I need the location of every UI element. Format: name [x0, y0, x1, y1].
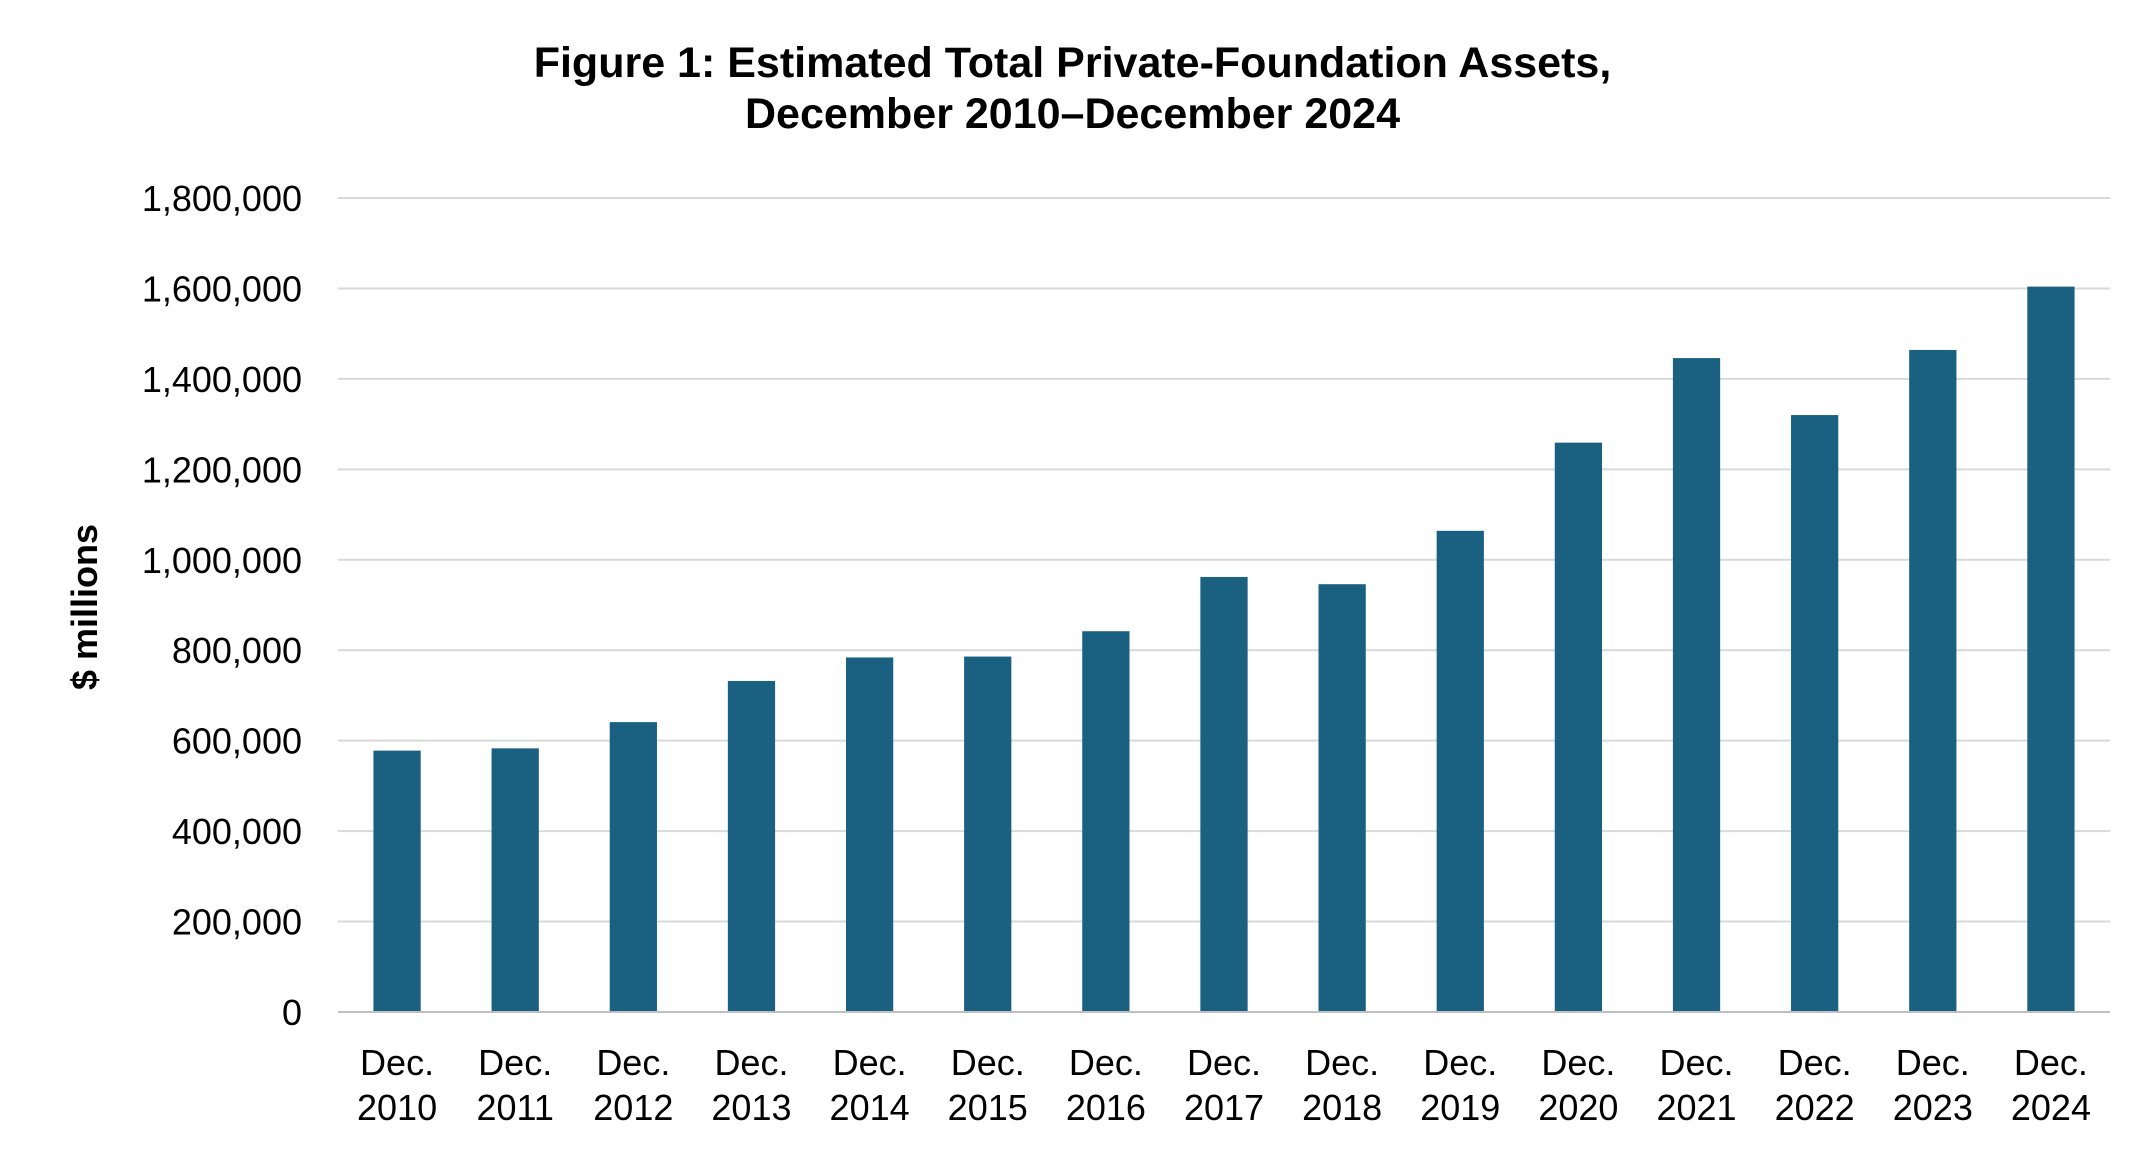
x-tick-label: Dec. 2016 [1066, 1042, 1146, 1128]
x-tick-label-line: Dec. [1187, 1042, 1261, 1083]
x-tick-label-line: 2022 [1775, 1087, 1855, 1128]
x-tick-label-line: Dec. [1896, 1042, 1970, 1083]
x-tick-label-line: Dec. [596, 1042, 670, 1083]
x-tick-label-line: Dec. [1778, 1042, 1852, 1083]
y-axis-label: $ millions [64, 524, 105, 690]
chart-title-line-1: Figure 1: Estimated Total Private-Founda… [533, 39, 1612, 87]
x-tick-label-line: 2017 [1184, 1087, 1264, 1128]
y-tick-label: 1,400,000 [142, 359, 302, 400]
bar [1318, 584, 1366, 1012]
x-tick-label-line: Dec. [714, 1042, 788, 1083]
x-tick-label-line: 2015 [948, 1087, 1028, 1128]
x-tick-label-line: 2021 [1656, 1087, 1736, 1128]
x-tick-label: Dec. 2017 [1184, 1042, 1264, 1128]
x-tick-label-line: 2010 [357, 1087, 437, 1128]
bars [373, 286, 2075, 1013]
bar [491, 748, 539, 1012]
bar [1909, 349, 1957, 1012]
y-tick-label: 200,000 [172, 902, 302, 943]
x-tick-label: Dec. 2012 [593, 1042, 673, 1128]
x-tick-label-line: Dec. [1069, 1042, 1143, 1083]
x-tick-label: Dec. 2010 [357, 1042, 437, 1128]
x-tick-label-line: Dec. [1423, 1042, 1497, 1083]
y-axis-tick-labels: 0 200,000 400,000 600,000 800,000 1,000,000 1,… [142, 178, 302, 1033]
x-tick-label-line: 2018 [1302, 1087, 1382, 1128]
bar [1791, 415, 1839, 1013]
x-tick-label-line: Dec. [360, 1042, 434, 1083]
x-tick-label-line: 2013 [711, 1087, 791, 1128]
bar [727, 680, 776, 1012]
x-tick-label: Dec. 2022 [1775, 1042, 1855, 1128]
y-tick-label: 600,000 [172, 721, 302, 762]
x-tick-label: Dec. 2013 [711, 1042, 791, 1128]
bar [2027, 286, 2075, 1012]
y-tick-label: 1,000,000 [142, 540, 302, 581]
bar [1082, 631, 1130, 1012]
x-tick-label: Dec. 2015 [948, 1042, 1028, 1128]
x-tick-label-line: 2020 [1538, 1087, 1618, 1128]
x-tick-label-line: 2014 [830, 1087, 910, 1128]
x-tick-label-line: 2012 [593, 1087, 673, 1128]
y-tick-label: 1,200,000 [142, 449, 302, 490]
y-tick-label: 1,800,000 [142, 178, 302, 219]
bar [1200, 576, 1248, 1012]
y-tick-label: 0 [282, 992, 302, 1033]
x-tick-label: Dec. 2011 [476, 1042, 553, 1128]
bar [1672, 358, 1721, 1012]
x-tick-label-line: Dec. [951, 1042, 1025, 1083]
x-tick-label-line: 2011 [476, 1087, 553, 1128]
x-tick-label: Dec. 2014 [830, 1042, 910, 1128]
bar [845, 657, 894, 1012]
bar [609, 722, 657, 1012]
x-tick-label: Dec. 2021 [1656, 1042, 1736, 1128]
x-tick-label-line: 2016 [1066, 1087, 1146, 1128]
x-tick-label-line: 2019 [1420, 1087, 1500, 1128]
x-tick-label-line: Dec. [1305, 1042, 1379, 1083]
chart-title-line-2: December 2010–December 2024 [744, 90, 1400, 138]
y-tick-label: 1,600,000 [142, 268, 302, 309]
x-tick-label-line: Dec. [478, 1042, 552, 1083]
y-tick-label: 800,000 [172, 630, 302, 671]
x-tick-label-line: Dec. [833, 1042, 907, 1083]
x-tick-label: Dec. 2019 [1420, 1042, 1500, 1128]
x-tick-label: Dec. 2024 [2011, 1042, 2091, 1128]
x-tick-label-line: Dec. [1660, 1042, 1734, 1083]
x-tick-label-line: Dec. [1541, 1042, 1615, 1083]
y-tick-label: 400,000 [172, 811, 302, 852]
bar [373, 750, 421, 1012]
chart-title: Figure 1: Estimated Total Private-Founda… [0, 38, 2145, 140]
bar [1554, 442, 1603, 1012]
x-tick-label: Dec. 2020 [1538, 1042, 1618, 1128]
x-tick-label: Dec. 2018 [1302, 1042, 1382, 1128]
bar [1436, 530, 1484, 1012]
bar [964, 656, 1012, 1012]
x-tick-label-line: 2023 [1893, 1087, 1973, 1128]
x-tick-label: Dec. 2023 [1893, 1042, 1973, 1128]
x-tick-label-line: Dec. [2014, 1042, 2088, 1083]
x-tick-label-line: 2024 [2011, 1087, 2091, 1128]
